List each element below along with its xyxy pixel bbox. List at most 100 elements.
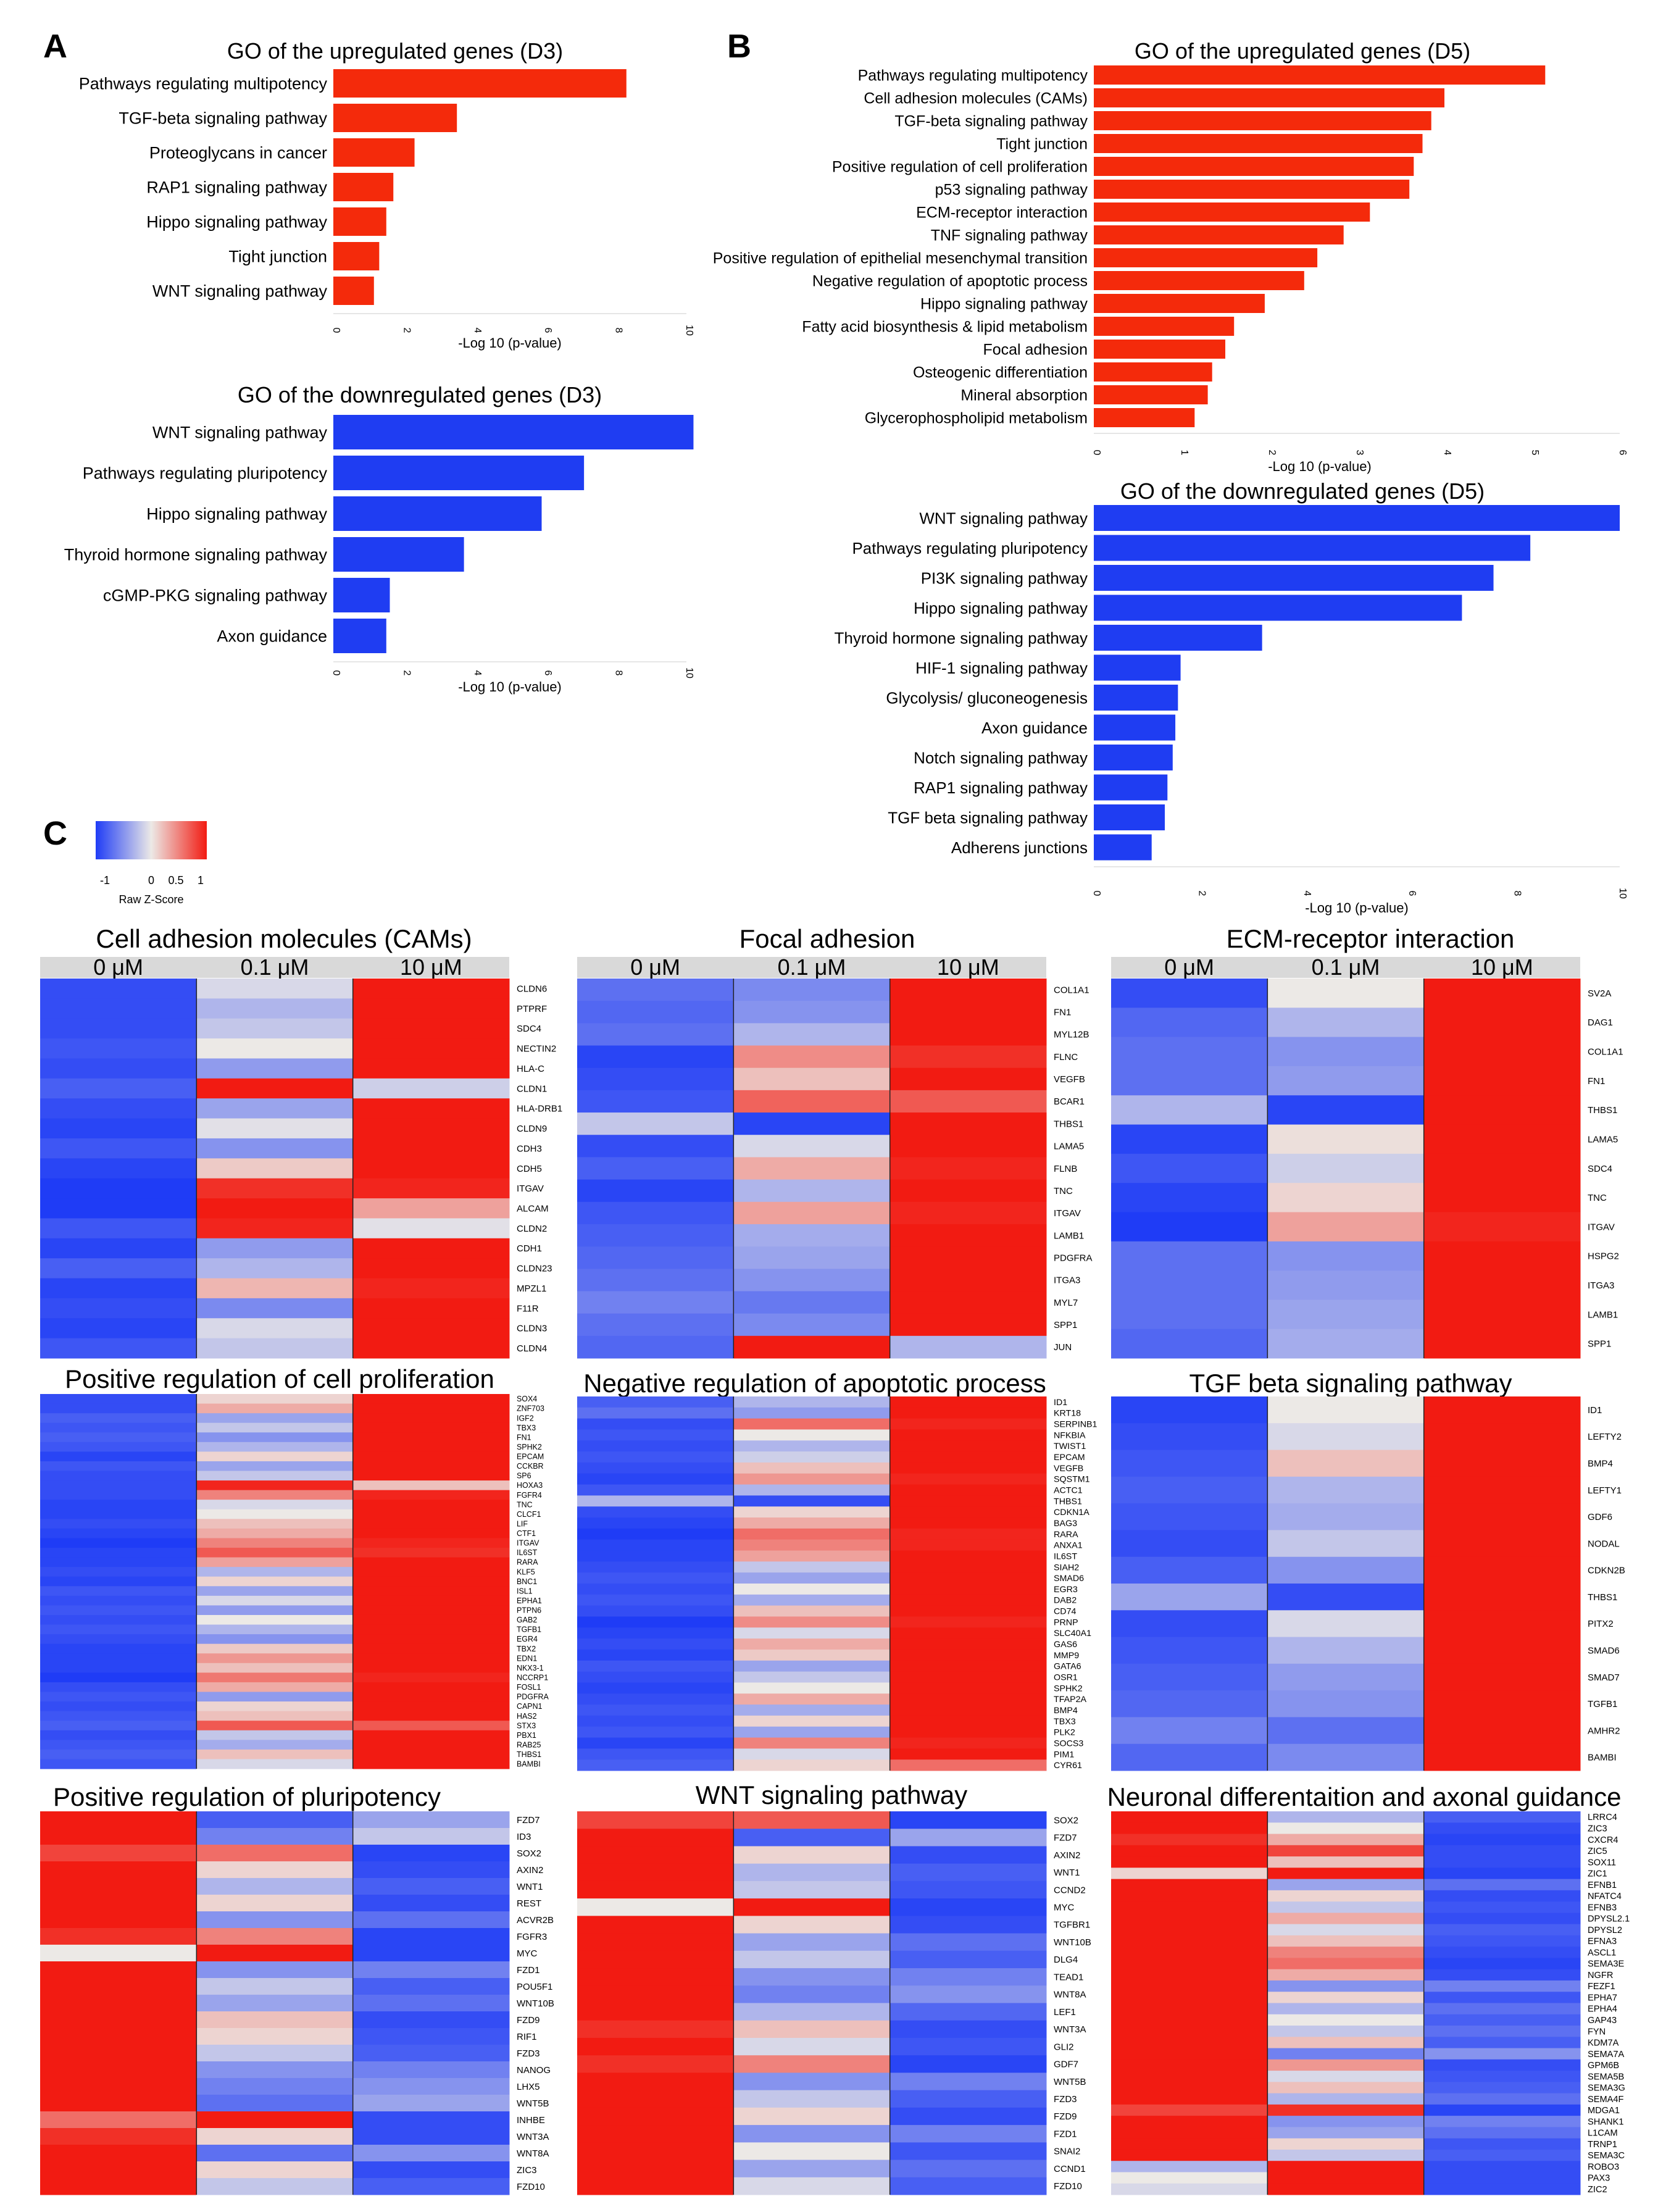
heat-cell-tbx3-2 xyxy=(352,1422,510,1433)
panel-label-b: B xyxy=(727,28,751,65)
heat-cell-thbs1-2 xyxy=(889,1112,1047,1135)
gene-label: POU5F1 xyxy=(517,1982,552,1992)
gene-label: BNC1 xyxy=(517,1577,537,1586)
category-label: Hippo signaling pathway xyxy=(914,599,1088,617)
heat-cell-sema4f-1 xyxy=(1267,2093,1425,2105)
heat-cell-cdkn1a-1 xyxy=(733,1506,891,1518)
gene-label: MPZL1 xyxy=(517,1283,546,1294)
gene-label: FN1 xyxy=(517,1433,531,1442)
heat-cell-itga3-0 xyxy=(577,1269,734,1292)
heat-cell-fzd9-2 xyxy=(889,2107,1047,2126)
heat-cell-cldn3-2 xyxy=(352,1318,510,1339)
heat-cell-dab2-1 xyxy=(733,1594,891,1606)
heatmap-title: Negative regulation of apoptotic process xyxy=(583,1369,1046,1398)
heat-cell-sema3g-1 xyxy=(1267,2082,1425,2094)
gene-label: NCCRP1 xyxy=(517,1673,548,1682)
heat-cell-ngfr-0 xyxy=(1111,1969,1268,1981)
bar-pathways-regulating-pluripotency xyxy=(333,456,585,490)
heat-cell-amhr2-2 xyxy=(1423,1717,1581,1745)
heat-cell-cdh3-1 xyxy=(196,1138,354,1159)
gene-label: CCND1 xyxy=(1054,2164,1086,2174)
heat-cell-wnt3a-2 xyxy=(352,2128,510,2145)
bar-hippo-signaling-pathway xyxy=(333,496,542,531)
heat-cell-lhx5-0 xyxy=(40,2078,197,2095)
heat-cell-col1a1-0 xyxy=(577,979,734,1001)
heat-cell-tnc-0 xyxy=(577,1179,734,1203)
heat-cell-cxcr4-1 xyxy=(1267,1834,1425,1846)
gene-label: FZD10 xyxy=(1054,2181,1082,2192)
heat-cell-bambi-0 xyxy=(1111,1743,1268,1771)
gene-label: ZIC3 xyxy=(1588,1824,1607,1834)
heat-cell-tgfbr1-0 xyxy=(577,1916,734,1934)
heat-cell-cldn6-1 xyxy=(196,979,354,999)
heatmap-title: Positive regulation of pluripotency xyxy=(53,1782,441,1811)
gene-label: CLDN4 xyxy=(517,1343,547,1354)
heat-cell-znf703-2 xyxy=(352,1403,510,1414)
heat-cell-flnb-2 xyxy=(889,1157,1047,1180)
heat-cell-lrrc4-2 xyxy=(1423,1811,1581,1823)
x-tick-label: 5 xyxy=(1530,450,1540,456)
heat-cell-amhr2-0 xyxy=(1111,1717,1268,1745)
heat-cell-f11r-0 xyxy=(40,1298,197,1319)
heat-cell-lamb1-2 xyxy=(1423,1300,1581,1330)
heat-cell-znf703-1 xyxy=(196,1403,354,1414)
heat-cell-wnt8a-0 xyxy=(577,1985,734,2003)
heat-cell-cldn1-1 xyxy=(196,1078,354,1099)
gene-label: EDN1 xyxy=(517,1654,537,1663)
heat-cell-nfkbia-0 xyxy=(577,1429,734,1441)
heat-cell-zic5-0 xyxy=(1111,1845,1268,1857)
heat-cell-wnt8a-2 xyxy=(889,1985,1047,2003)
heat-cell-il6st-1 xyxy=(733,1550,891,1562)
heat-cell-hla-drb1-2 xyxy=(352,1098,510,1119)
gene-label: IGF2 xyxy=(517,1414,534,1422)
heat-cell-mmp9-0 xyxy=(577,1649,734,1661)
heat-cell-pax3-2 xyxy=(1423,2172,1581,2184)
heat-cell-cd74-1 xyxy=(733,1605,891,1617)
heat-cell-fzd7-2 xyxy=(352,1811,510,1829)
heat-cell-bmp4-0 xyxy=(1111,1450,1268,1477)
heat-cell-cldn3-1 xyxy=(196,1318,354,1339)
heat-cell-acvr2b-2 xyxy=(352,1911,510,1929)
gene-label: CDKN2B xyxy=(1588,1566,1625,1576)
heat-cell-sdc4-0 xyxy=(1111,1153,1268,1183)
gene-label: TGFBR1 xyxy=(1054,1920,1090,1930)
heat-cell-ptprf-0 xyxy=(40,998,197,1019)
gene-label: EFNB1 xyxy=(1588,1880,1617,1890)
gene-label: PTPRF xyxy=(517,1004,547,1014)
heat-cell-l1cam-2 xyxy=(1423,2127,1581,2139)
gene-label: TGFB1 xyxy=(1588,1699,1617,1709)
heat-cell-rif1-2 xyxy=(352,2028,510,2045)
gene-label: SEMA5B xyxy=(1588,2072,1624,2082)
heat-cell-zic5-2 xyxy=(1423,1845,1581,1857)
heat-cell-fzd1-1 xyxy=(733,2125,891,2143)
heat-cell-fezf1-0 xyxy=(1111,1980,1268,1992)
heat-cell-gli2-0 xyxy=(577,2037,734,2056)
heat-cell-axin2-1 xyxy=(196,1861,354,1879)
heat-cell-wnt8a-2 xyxy=(352,2145,510,2162)
heat-cell-lama5-0 xyxy=(577,1135,734,1158)
heat-cell-tgfbr1-2 xyxy=(889,1916,1047,1934)
column-label: 10 μM xyxy=(937,954,999,980)
heat-cell-edn1-0 xyxy=(40,1653,197,1664)
gene-label: FN1 xyxy=(1588,1076,1605,1087)
heat-cell-lef1-2 xyxy=(889,2003,1047,2021)
heat-cell-zic3-2 xyxy=(352,2161,510,2179)
heat-cell-dag1-1 xyxy=(1267,1008,1425,1038)
heat-cell-thbs1-0 xyxy=(577,1112,734,1135)
heat-cell-egr3-0 xyxy=(577,1584,734,1595)
heat-cell-dpysl2-1 xyxy=(1267,1924,1425,1936)
heat-cell-gab2-2 xyxy=(352,1614,510,1626)
heat-cell-fzd3-0 xyxy=(577,2090,734,2108)
gene-label: FZD3 xyxy=(1054,2094,1077,2105)
heat-cell-cdh1-1 xyxy=(196,1238,354,1259)
bar-focal-adhesion xyxy=(1094,340,1225,359)
column-header-bar xyxy=(577,957,1046,978)
bar-pi3k-signaling-pathway xyxy=(1094,565,1494,591)
heat-cell-sema3e-1 xyxy=(1267,1958,1425,1970)
heat-cell-bambi-1 xyxy=(1267,1743,1425,1771)
heat-cell-fzd1-2 xyxy=(889,2125,1047,2143)
heat-cell-nccrp1-1 xyxy=(196,1672,354,1683)
gene-label: ZNF703 xyxy=(517,1404,544,1413)
heat-cell-lif-0 xyxy=(40,1519,197,1529)
heat-cell-gdf6-0 xyxy=(1111,1503,1268,1530)
